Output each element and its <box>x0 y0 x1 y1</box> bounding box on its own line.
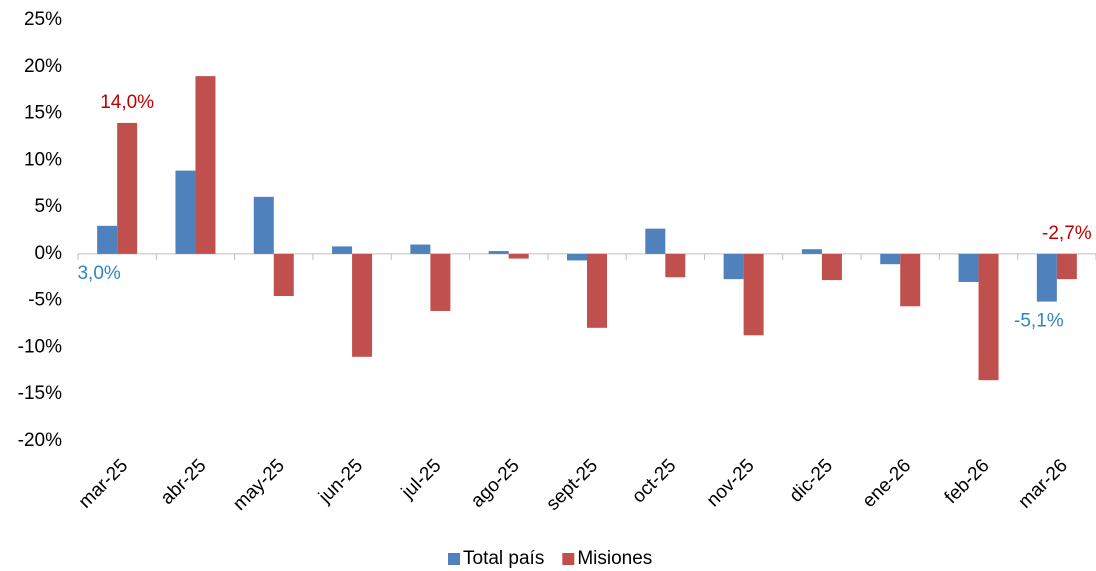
bar <box>821 253 842 281</box>
bar <box>978 253 999 381</box>
data-label: 3,0% <box>77 263 120 284</box>
bar <box>410 244 431 254</box>
bar <box>1036 253 1057 302</box>
x-tick-label: feb-26 <box>941 455 994 508</box>
y-tick-label: 20% <box>24 56 62 77</box>
bar <box>175 170 196 254</box>
bar <box>97 225 118 254</box>
bar <box>801 249 822 254</box>
bar <box>488 251 509 254</box>
x-tick-label: may-25 <box>229 455 289 515</box>
data-label: 14,0% <box>100 92 154 113</box>
bar <box>117 122 138 254</box>
bar <box>665 253 686 278</box>
y-tick-label: -20% <box>18 430 62 451</box>
x-tick-label: jul-25 <box>397 455 445 503</box>
x-tick-label: mar-25 <box>75 455 132 512</box>
bar <box>195 76 216 254</box>
bar <box>253 196 274 254</box>
y-tick-label: 0% <box>35 243 63 264</box>
y-tick-label: 5% <box>35 196 63 217</box>
y-tick-label: -10% <box>18 336 62 357</box>
legend-swatch <box>448 553 460 565</box>
bar <box>332 246 353 254</box>
x-tick-label: jun-25 <box>314 455 367 508</box>
y-tick-label: 10% <box>24 149 62 170</box>
x-tick-label: dic-25 <box>786 455 837 506</box>
bar <box>352 253 373 357</box>
bar <box>743 253 764 336</box>
legend-swatch <box>562 553 575 565</box>
y-tick-label: 15% <box>24 103 62 124</box>
y-tick-label: 25% <box>24 9 62 30</box>
data-label: -2,7% <box>1042 223 1092 244</box>
x-tick-label: abr-25 <box>157 455 211 509</box>
legend-label: Misiones <box>577 548 652 569</box>
bar <box>880 253 901 265</box>
y-tick-label: -15% <box>18 383 62 404</box>
bar <box>958 253 979 282</box>
bar <box>900 253 921 307</box>
x-tick-label: sept-25 <box>542 455 602 515</box>
bar <box>430 253 451 311</box>
bar <box>723 253 744 280</box>
bar <box>508 253 529 259</box>
x-tick-label: oct-25 <box>628 455 680 507</box>
x-tick-label: ago-25 <box>467 455 524 512</box>
y-tick-label: -5% <box>28 290 62 311</box>
bar <box>273 253 294 296</box>
x-tick-label: nov-25 <box>703 455 759 511</box>
x-tick-label: ene-26 <box>859 455 916 512</box>
bar <box>645 228 666 254</box>
data-label: -5,1% <box>1014 311 1064 332</box>
x-tick-label: mar-26 <box>1015 455 1072 512</box>
bar <box>587 253 607 328</box>
bar <box>1056 253 1077 280</box>
legend-label: Total país <box>463 548 544 569</box>
bar <box>567 253 587 261</box>
